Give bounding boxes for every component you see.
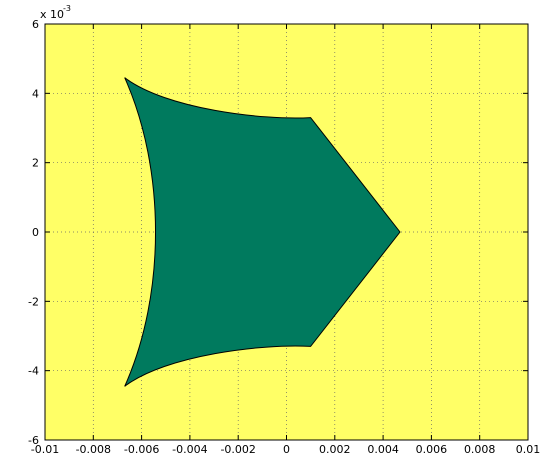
x-tick-label: -0.004 [172,443,207,456]
y-exponent-label: x 10 [40,8,64,21]
x-tick-label: -0.01 [31,443,59,456]
y-tick-label: 6 [32,18,39,31]
x-tick-label: 0.004 [367,443,399,456]
x-tick-labels: -0.01 -0.008 -0.006 -0.004 -0.002 0 0.002 0.004… [31,443,540,456]
x-tick-label: -0.006 [124,443,159,456]
x-tick-label: 0.01 [516,443,541,456]
y-tick-label: -2 [28,295,39,308]
y-tick-label: 0 [32,226,39,239]
y-tick-label: 4 [32,87,39,100]
feasible-region [124,77,401,387]
y-tick-label: -6 [28,434,39,447]
y-tick-labels: -6 -4 -2 0 2 4 6 [28,18,39,447]
x-tick-label: -0.002 [220,443,255,456]
x-tick-label: 0.006 [416,443,448,456]
x-tick-label: 0.008 [464,443,496,456]
x-tick-label: 0.002 [319,443,351,456]
x-tick-label: 0 [283,443,290,456]
x-tick-label: -0.008 [76,443,111,456]
ticks [44,23,529,441]
y-tick-label: -4 [28,365,39,378]
y-tick-label: 2 [32,157,39,170]
y-exponent-power: -3 [63,4,71,13]
